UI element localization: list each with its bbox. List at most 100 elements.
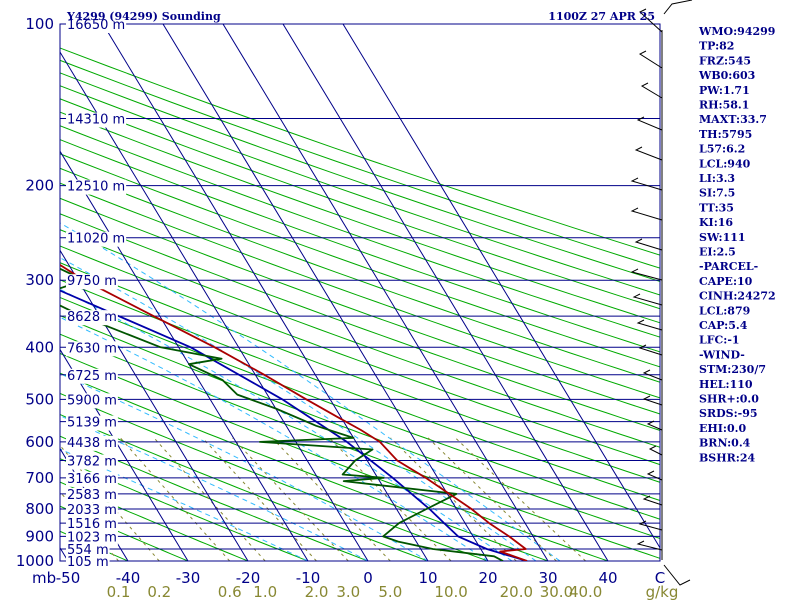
stat-item: CAP:5.4: [699, 319, 748, 332]
temperature-tick-label: 10: [418, 569, 437, 587]
mixing-ratio-tick-label: 0.2: [147, 583, 171, 600]
height-label-background: [66, 274, 118, 290]
temperature-tick-label: -30: [176, 569, 201, 587]
temperature-tick-label: -20: [236, 569, 261, 587]
stat-item: SHR+:0.0: [699, 393, 759, 406]
wind-barb: [642, 369, 663, 381]
mixing-ratio-line: [427, 437, 557, 561]
temperature-tick-label: 40: [598, 569, 617, 587]
wind-barb: [632, 293, 663, 306]
wind-barb: [639, 8, 663, 33]
chart-timestamp: 1100Z 27 APR 25: [548, 10, 655, 23]
mixing-ratio-tick-label: 30.0: [540, 583, 573, 600]
height-label: 5900 m: [67, 393, 117, 408]
pressure-tick-label: 400: [25, 338, 54, 356]
stat-item: KI:16: [699, 216, 733, 229]
height-label: 105 m: [67, 555, 109, 570]
stat-item: HEL:110: [699, 378, 753, 391]
mixing-ratio-line: [271, 437, 391, 561]
mixing-ratio-line: [153, 437, 266, 561]
mixing-ratio-line: [120, 437, 231, 561]
sounding-profiles: [60, 263, 528, 561]
stat-item: EI:2.5: [699, 246, 736, 259]
dry-adiabat-line: [60, 245, 660, 466]
wind-barb: [646, 420, 663, 431]
height-label-background: [66, 517, 118, 533]
dry-adiabat-line: [60, 153, 660, 368]
temperature-tick-label: -40: [116, 569, 141, 587]
dry-adiabat-line: [60, 197, 660, 415]
mixing-ratio-tick-label: 1.0: [253, 583, 277, 600]
dry-adiabat-line: [60, 98, 660, 310]
moist-adiabat-line: [60, 316, 489, 561]
height-label: 2583 m: [67, 488, 117, 503]
wind-barb: [663, 0, 693, 15]
height-label: 1023 m: [67, 530, 117, 545]
isotherm-line: [162, 24, 489, 561]
wind-barb: [642, 395, 663, 406]
dry-adiabat-line: [60, 182, 660, 399]
wind-barb: [630, 207, 663, 221]
dry-adiabat-line: [60, 213, 660, 431]
stat-item: PW:1.71: [699, 84, 750, 97]
temperature-tick-label: 20: [478, 569, 497, 587]
pressure-tick-label: 1000: [16, 552, 54, 570]
wind-barb: [648, 445, 663, 456]
height-label: 1516 m: [67, 517, 117, 532]
mixing-ratio-tick-label: 0.6: [218, 583, 242, 600]
height-label-background: [66, 454, 118, 470]
plot-frame: [59, 23, 661, 562]
mixing-ratio-line: [202, 437, 317, 561]
pressure-tick-label: 700: [25, 469, 54, 487]
isotherm-line: [60, 249, 249, 561]
pressure-tick-label: 500: [25, 390, 54, 408]
mixing-ratio-tick-label: 10.0: [434, 583, 467, 600]
temperature-tick-label: 0: [363, 569, 373, 587]
stat-item: TP:82: [699, 40, 734, 53]
stat-item: EHI:0.0: [699, 422, 746, 435]
height-label: 14310 m: [67, 113, 125, 128]
mixing-ratio-unit: g/kg: [646, 583, 679, 600]
height-label-background: [66, 435, 118, 451]
dry-adiabat-line: [60, 279, 660, 502]
wind-barb: [642, 495, 663, 506]
mixing-ratio-tick-label: 3.0: [336, 583, 360, 600]
wind-barb: [636, 319, 663, 331]
stat-item: MAXT:33.7: [699, 113, 767, 126]
wind-barb: [630, 177, 663, 191]
dry-adiabat-line: [60, 47, 660, 256]
height-label-background: [66, 18, 127, 33]
stat-item: BSHR:24: [699, 451, 755, 464]
height-label-background: [66, 530, 118, 546]
height-label-background: [66, 179, 127, 195]
isotherm-line: [342, 24, 660, 549]
mixing-ratio-line: [232, 437, 349, 561]
mixing-ratio-tick-label: 2.0: [305, 583, 329, 600]
height-label: 4438 m: [67, 436, 117, 451]
stat-item: WMO:94299: [698, 25, 775, 38]
wind-barb: [646, 470, 663, 481]
stat-item: STM:230/7: [699, 363, 766, 376]
height-label: 3782 m: [67, 455, 117, 470]
height-label: 8628 m: [67, 310, 117, 325]
stat-item: LCL:940: [699, 157, 751, 170]
wind-barb: [636, 116, 663, 131]
mixing-ratio-tick-label: 40.0: [569, 583, 602, 600]
pressure-tick-label: 300: [25, 271, 54, 289]
height-label-background: [66, 393, 118, 409]
pressure-tick-label: 100: [25, 15, 54, 33]
stat-item: FRZ:545: [699, 54, 751, 67]
stat-item: SW:111: [699, 231, 746, 244]
mixing-ratio-line: [455, 437, 587, 561]
wind-barb: [630, 268, 663, 281]
height-label-background: [66, 341, 118, 357]
temperature-tick-label: -50: [56, 569, 81, 587]
temperature-tick-label: 30: [538, 569, 557, 587]
height-label: 12510 m: [67, 180, 125, 195]
height-label-background: [66, 502, 118, 518]
dry-adiabat-line: [60, 296, 660, 520]
wind-barb: [634, 238, 663, 251]
